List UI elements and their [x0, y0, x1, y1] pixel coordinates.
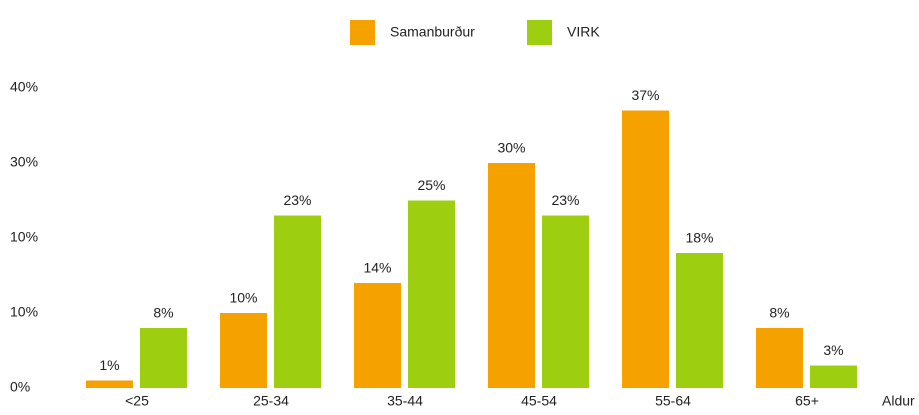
value-label: 18%: [685, 230, 713, 246]
bar: [542, 215, 589, 388]
x-tick-label: 45-54: [521, 393, 557, 409]
y-tick-label: 30%: [10, 154, 38, 170]
x-tick-label: 55-64: [655, 393, 691, 409]
bar: [408, 200, 455, 388]
bar: [488, 163, 535, 388]
value-label: 10%: [229, 290, 257, 306]
y-tick-label: 10%: [10, 304, 38, 320]
bar: [622, 110, 669, 388]
value-label: 30%: [497, 140, 525, 156]
value-label: 8%: [769, 305, 789, 321]
bar: [140, 328, 187, 388]
legend-swatch: [527, 20, 552, 45]
y-tick-label: 0%: [10, 379, 30, 395]
value-label: 1%: [99, 357, 119, 373]
bar: [676, 253, 723, 388]
bar: [274, 215, 321, 388]
x-tick-label: 65+: [795, 393, 819, 409]
bar: [810, 365, 857, 388]
x-axis-label: Aldur: [882, 393, 915, 409]
value-label: 25%: [417, 177, 445, 193]
x-tick-label: <25: [125, 393, 149, 409]
x-tick-label: 35-44: [387, 393, 423, 409]
legend-label: VIRK: [567, 24, 600, 40]
value-label: 8%: [153, 305, 173, 321]
value-label: 23%: [283, 192, 311, 208]
legend-swatch: [350, 20, 375, 45]
legend-label: Samanburður: [390, 24, 475, 40]
value-label: 23%: [551, 192, 579, 208]
y-tick-label: 40%: [10, 79, 38, 95]
bar: [756, 328, 803, 388]
bar: [354, 283, 401, 388]
bar: [86, 380, 133, 388]
value-label: 37%: [631, 87, 659, 103]
bar: [220, 313, 267, 388]
y-tick-label: 10%: [10, 229, 38, 245]
value-label: 14%: [363, 260, 391, 276]
value-label: 3%: [823, 342, 843, 358]
x-tick-label: 25-34: [253, 393, 289, 409]
